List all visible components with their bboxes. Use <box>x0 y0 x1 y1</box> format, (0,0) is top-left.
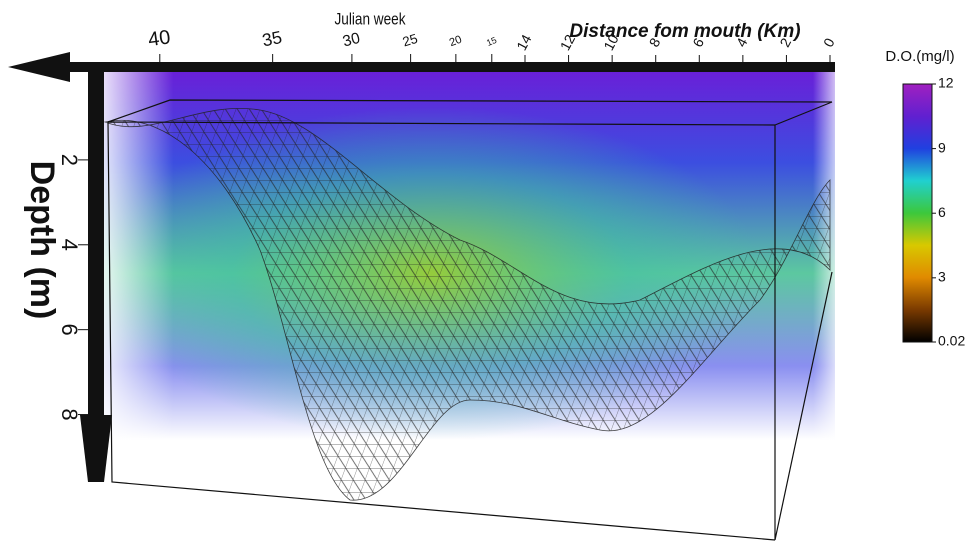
z-tick-label: 14 <box>513 32 535 53</box>
x-tick-label: 20 <box>448 34 464 50</box>
y-tick-label: 4 <box>57 239 82 251</box>
x-tick-label: 30 <box>341 30 362 51</box>
x-tick-label: 25 <box>401 31 420 50</box>
y-axis-label: Depth (m) <box>23 161 61 320</box>
y-tick-label: 6 <box>57 324 82 336</box>
x-tick-label: 15 <box>485 35 498 48</box>
z-tick-label: 0 <box>820 35 838 50</box>
colorbar <box>903 84 932 342</box>
colorbar-title: D.O.(mg/l) <box>885 48 954 65</box>
colorbar-tick-label: 9 <box>938 139 946 155</box>
chart: Julian week Distance fom mouth (Km) Dept… <box>0 0 969 542</box>
colorbar-tick-label: 0.02 <box>938 333 965 349</box>
colorbar-tick-label: 3 <box>938 269 946 285</box>
colorbar-tick-label: 6 <box>938 204 946 220</box>
y-tick-label: 2 <box>57 154 82 166</box>
x-axis-label: Julian week <box>335 10 406 29</box>
colorbar-tick-label: 12 <box>938 75 954 91</box>
y-tick-label: 8 <box>57 408 82 420</box>
x-tick-label: 40 <box>147 26 172 51</box>
x-tick-label: 35 <box>260 27 283 50</box>
